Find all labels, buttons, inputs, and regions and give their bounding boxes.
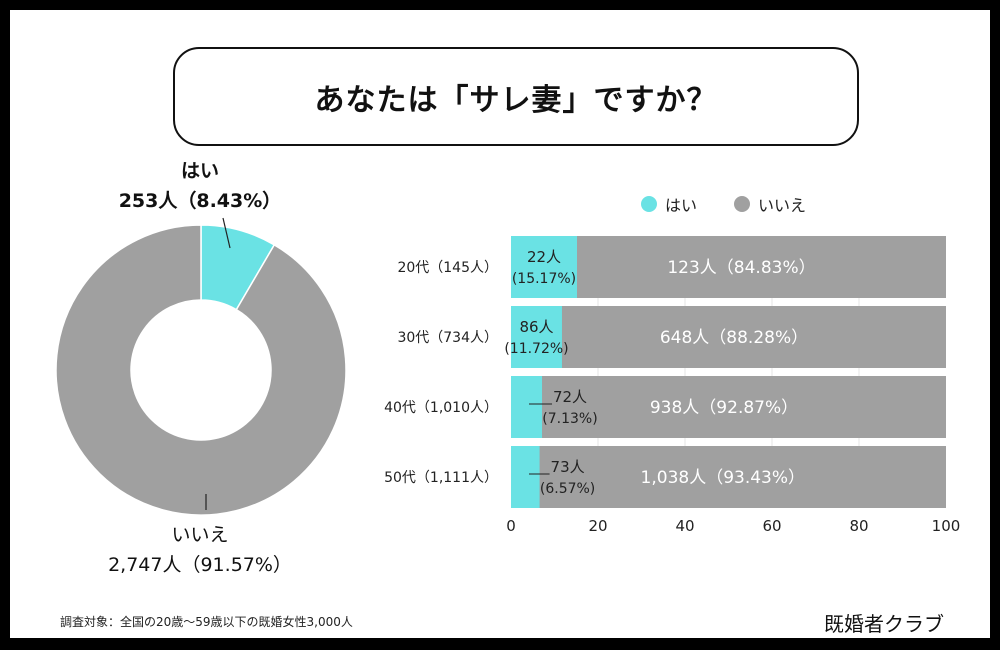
bar-label-yes-count: 73人 [551, 458, 585, 476]
footnote: 調査対象：全国の20歳〜59歳以下の既婚女性3,000人 [60, 615, 353, 629]
title-text: あなたは「サレ妻」ですか？ [314, 82, 718, 118]
bar-label-no: 938人（92.87%） [650, 398, 798, 418]
legend-label-yes: はい [665, 196, 697, 215]
bar-yes-0 [511, 236, 577, 298]
category-label: 40代（1,010人） [384, 400, 498, 416]
bar-label-no: 123人（84.83%） [667, 258, 815, 278]
bar-label-yes-pct: (11.72%) [504, 341, 568, 357]
bar-label-yes-pct: (7.13%) [542, 411, 597, 427]
brand-logo: 既婚者クラブ [824, 612, 944, 636]
legend-swatch-yes [641, 196, 657, 212]
bar-yes-3 [511, 446, 540, 508]
bar-label-yes-count: 22人 [527, 248, 561, 266]
bar-yes-2 [511, 376, 543, 438]
x-tick-label: 60 [762, 517, 781, 535]
legend-swatch-no [734, 196, 750, 212]
bar-no-2 [511, 376, 946, 438]
bar-no-0 [511, 236, 946, 298]
x-tick-label: 80 [849, 517, 868, 535]
category-label: 30代（734人） [397, 330, 498, 346]
page-title: あなたは「サレ妻」ですか？ [173, 47, 859, 146]
donut-label-yes-name: はい [180, 160, 219, 182]
bar-label-yes-pct: (6.57%) [540, 481, 595, 497]
x-tick-label: 100 [932, 517, 961, 535]
bar-label-yes-count: 72人 [553, 388, 587, 406]
category-label: 50代（1,111人） [384, 470, 498, 486]
bar-label-no: 648人（88.28%） [660, 328, 808, 348]
bar-no-1 [511, 306, 946, 368]
donut-label-no-count: 2,747人（91.57%） [108, 554, 292, 576]
donut-label-no-name: いいえ [171, 524, 229, 546]
donut-slice-no [55, 224, 347, 516]
donut-leader-yes [222, 217, 231, 249]
charts-svg: はい いいえ 20代（145人） 123人（84.83%） 22人 (15.17%) 30代… [55, 196, 961, 535]
bar-no-3 [511, 446, 946, 508]
bar-label-yes-count: 86人 [519, 318, 553, 336]
bar-label-yes-pct: (15.17%) [512, 271, 576, 287]
x-tick-label: 40 [675, 517, 694, 535]
bar-yes-1 [511, 306, 562, 368]
x-tick-label: 20 [588, 517, 607, 535]
infographic-card: あなたは「サレ妻」ですか？ はい いいえ 20代（145人） 123人（84.83%）… [10, 10, 990, 638]
bar-label-no: 1,038人（93.43%） [641, 468, 806, 488]
category-label: 20代（145人） [397, 260, 498, 276]
legend-label-no: いいえ [758, 196, 806, 215]
donut-label-yes-count: 253人（8.43%） [118, 190, 282, 212]
x-tick-label: 0 [506, 517, 516, 535]
